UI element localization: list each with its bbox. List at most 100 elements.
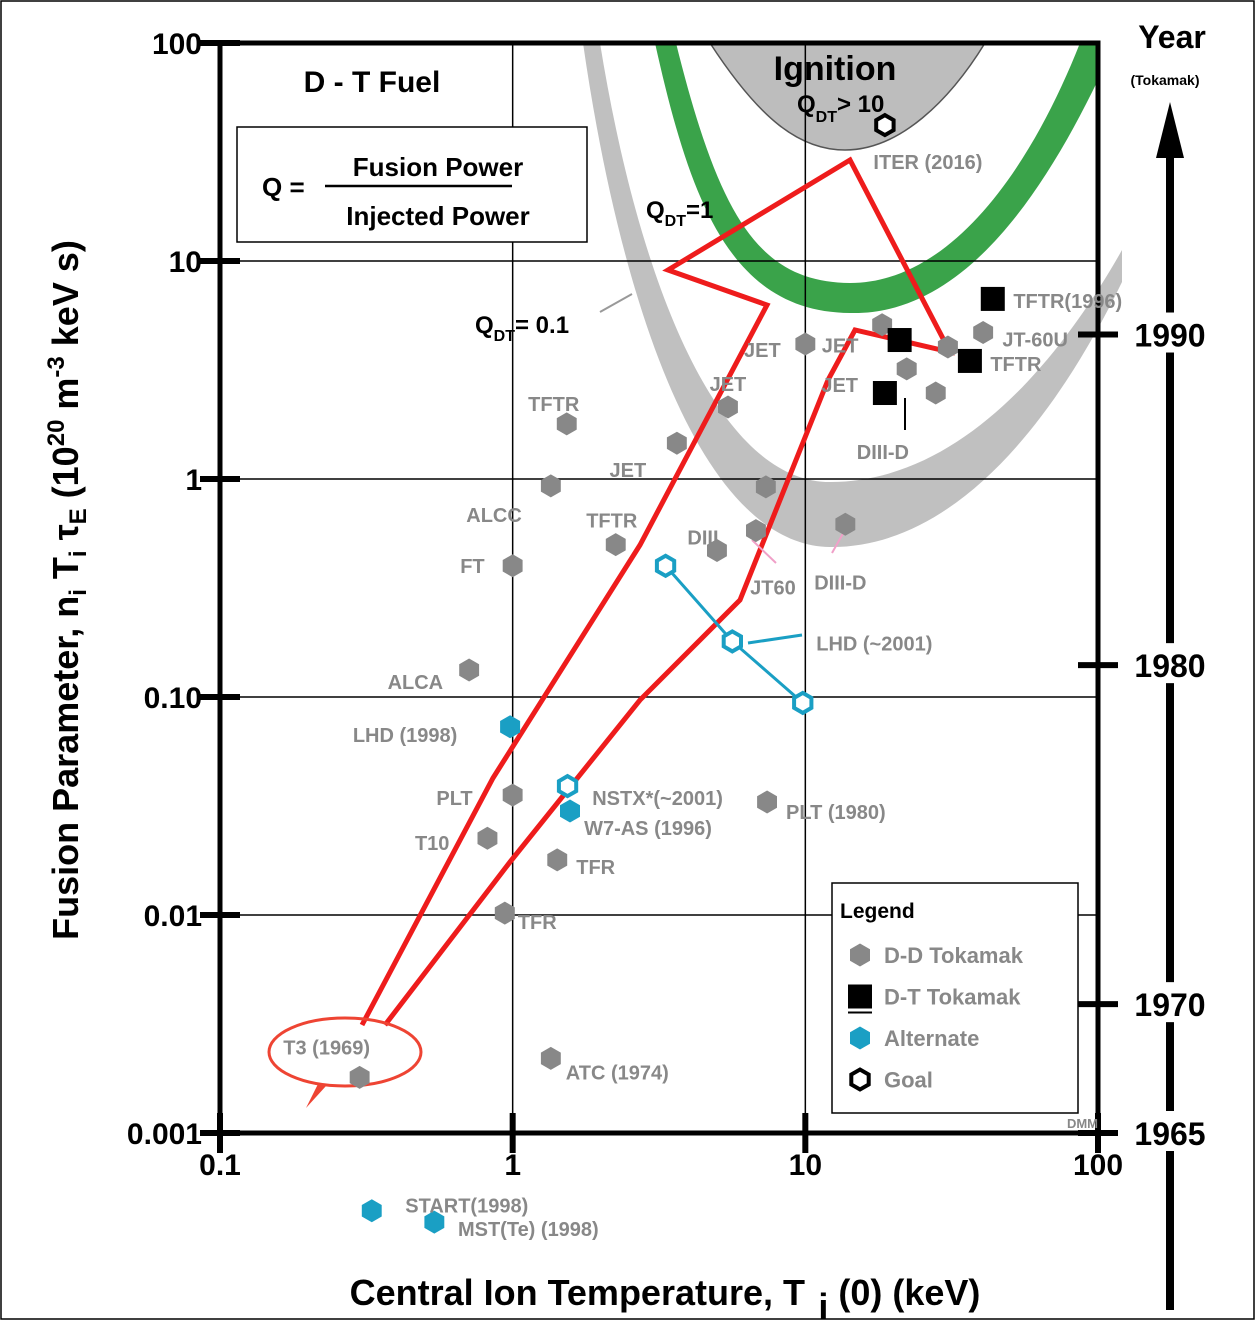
y2-tick-label-bg [1120,982,1220,1023]
y-tick-label: 0.10 [144,682,202,715]
point-label: JET [821,375,858,397]
y-tick-label: 0.001 [127,1118,202,1151]
legend-label: Goal [884,1068,933,1093]
fuel-label: D - T Fuel [304,66,441,99]
marker [925,381,946,405]
x-tick-label: 100 [1073,1149,1123,1182]
marker [666,431,687,455]
point-label: JET [610,460,647,482]
point-label: JET [822,336,859,358]
point-label: JT-60U [1002,329,1068,351]
y2-tick-label: 1965 [1134,1116,1205,1152]
y-tick-label: 1 [185,464,202,497]
point-label: JT60 [750,578,796,600]
marker [746,519,766,543]
point-label: ATC (1974) [566,1062,669,1084]
marker [874,112,896,138]
plot-frame [217,40,1101,1136]
y2-tick-label: 1980 [1134,648,1205,684]
marker [850,943,870,967]
marker [887,328,912,353]
point-label: LHD (1998) [353,725,457,747]
marker [654,553,677,579]
marker [540,1046,561,1070]
marker [721,629,743,654]
point-label: JET [744,340,781,362]
legend-box [831,882,1079,1114]
y-tick-label: 10 [169,246,202,279]
marker [757,790,777,814]
marker [500,715,521,739]
marker [872,313,893,337]
point-label: TFR [576,857,615,879]
q-denominator: Injected Power [346,201,530,231]
marker [349,1065,370,1089]
ignition-label: Ignition [774,50,897,88]
t3-pointer [306,1084,326,1108]
q1-band [655,43,1098,314]
y2-tick-label: 1970 [1134,987,1205,1023]
marker [872,381,897,406]
point-label: FT [460,556,484,578]
marker [795,332,816,356]
marker [718,395,738,419]
y-tick-label: 0.01 [144,900,202,933]
marker [424,1210,445,1234]
marker [980,286,1005,311]
point-label: MST(Te) (1998) [458,1219,599,1241]
x-tick-label: 1 [504,1149,521,1182]
regions [583,42,1122,548]
marker [849,1067,871,1092]
legend-title: Legend [840,900,915,923]
legend-label: Alternate [884,1026,979,1051]
marker [973,321,994,344]
q01-band [583,43,1122,548]
jt60-pointer [751,539,777,564]
point-label: W7-AS (1996) [584,818,712,840]
t3-highlight [267,1016,423,1088]
point-label: PLT [436,788,472,810]
marks [349,112,1005,1234]
legend-label: D-T Tokamak [884,985,1021,1010]
marker [850,1026,870,1050]
point-label: DIII-D [814,572,866,594]
marker [755,475,776,499]
y2-tick-label-bg [1120,312,1220,353]
marker [547,848,568,872]
y2-tick-label-bg [1120,643,1220,684]
marker [848,984,872,1009]
point-label: JET [710,374,747,396]
marker [477,826,498,850]
marker [957,348,982,373]
q01-label: QDT= 0.1 [475,312,569,345]
marker [560,799,580,823]
point-label: TFTR [990,354,1042,376]
q-numerator: Fusion Power [353,152,523,182]
ignition-region [708,42,987,151]
y-axis-label: Fusion Parameter, ni Ti τE (1020 m-3 keV… [43,240,92,940]
y2-tick-label: 1990 [1134,318,1205,354]
point-label: START(1998) [405,1196,528,1218]
point-label: TFTR [586,511,638,533]
point-label: DIII-D [857,442,909,464]
q-lhs: Q = [262,172,305,202]
marker [556,412,577,436]
legend-label: D-D Tokamak [884,943,1024,968]
y2-axis-label: Year [1138,19,1206,55]
marker [835,512,856,536]
marker [361,1199,382,1223]
point-label: ALCA [388,672,444,694]
q1-label: QDT=1 [646,197,713,230]
point-label: LHD (~2001) [816,633,932,655]
marker [494,901,515,925]
marker [707,539,727,562]
year-axis-arrow [1156,102,1184,158]
y-tick-label: 100 [152,28,202,61]
x-tick-label: 10 [789,1149,822,1182]
marker [502,783,523,807]
point-label: TFTR [528,394,580,416]
q10-label: QDT> 10 [797,91,884,126]
point-label: ALCC [466,505,522,527]
q01-pointer [599,293,633,313]
